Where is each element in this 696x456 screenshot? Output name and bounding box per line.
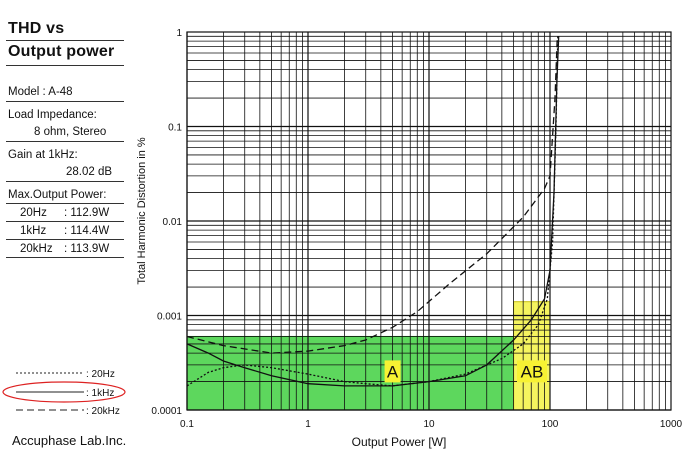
power-value-20khz: : 113.9W (64, 243, 110, 255)
legend: : 20Hz : 1kHz : 20kHz (2, 369, 126, 417)
spec-rule (6, 221, 124, 222)
region-label-bg (384, 360, 401, 383)
y-axis-label: Total Harmonic Distortion in % (136, 137, 148, 285)
x-tick-label: 10 (423, 419, 435, 430)
plot-area: A AB 0.1 1 10 100 1000 1 0.1 0.01 0.001 0.0001 Outpu… (136, 28, 683, 449)
x-axis-label: Output Power [W] (352, 435, 447, 449)
spec-rule (6, 141, 124, 142)
legend-highlight-ring (2, 381, 126, 403)
max-power-label: Max.Output Power: (8, 189, 107, 201)
spec-rule (6, 181, 124, 182)
spec-rule (6, 101, 124, 102)
x-tick-label: 0.1 (180, 419, 194, 430)
power-value-1khz: : 114.4W (64, 225, 110, 237)
y-tick-label: 0.0001 (151, 406, 182, 417)
x-tick-label: 1000 (660, 419, 683, 430)
gain-value: 28.02 dB (66, 166, 113, 178)
chart-title-line2: Output power (8, 43, 115, 60)
plot-frame (186, 31, 672, 411)
model-label: Model : A-48 (8, 86, 73, 98)
power-freq-1khz: 1kHz (20, 225, 47, 237)
series-line-1khz (186, 36, 560, 387)
title-rule (6, 40, 124, 41)
title-rule (6, 65, 124, 66)
legend-label-1khz: : 1kHz (86, 388, 114, 399)
brand-label: Accuphase Lab.Inc. (12, 433, 127, 448)
spec-panel: THD vs Output power Model : A-48 Load Im… (0, 0, 130, 456)
region-label-a: A (387, 362, 399, 381)
x-tick-label: 1 (305, 419, 311, 430)
x-tick-label: 100 (542, 419, 559, 430)
spec-rule (6, 257, 124, 258)
spec-rule (6, 203, 124, 204)
region-label-ab: AB (521, 362, 544, 381)
power-freq-20khz: 20kHz (20, 243, 53, 255)
legend-label-20khz: : 20kHz (86, 406, 120, 417)
region-label-bg (517, 360, 548, 383)
chart-title-line1: THD vs (8, 20, 65, 37)
power-freq-20hz: 20Hz (20, 207, 47, 219)
y-tick-label: 0.01 (163, 217, 183, 228)
y-tick-label: 1 (176, 28, 182, 39)
load-value: 8 ohm, Stereo (34, 126, 107, 138)
y-tick-label: 0.1 (168, 123, 182, 134)
legend-label-20hz: : 20Hz (86, 369, 115, 380)
series-line-20hz (186, 36, 559, 387)
load-label: Load Impedance: (8, 109, 97, 121)
spec-rule (6, 239, 124, 240)
power-value-20hz: : 112.9W (64, 207, 110, 219)
gain-label: Gain at 1kHz: (8, 149, 78, 161)
y-tick-label: 0.001 (157, 312, 182, 323)
